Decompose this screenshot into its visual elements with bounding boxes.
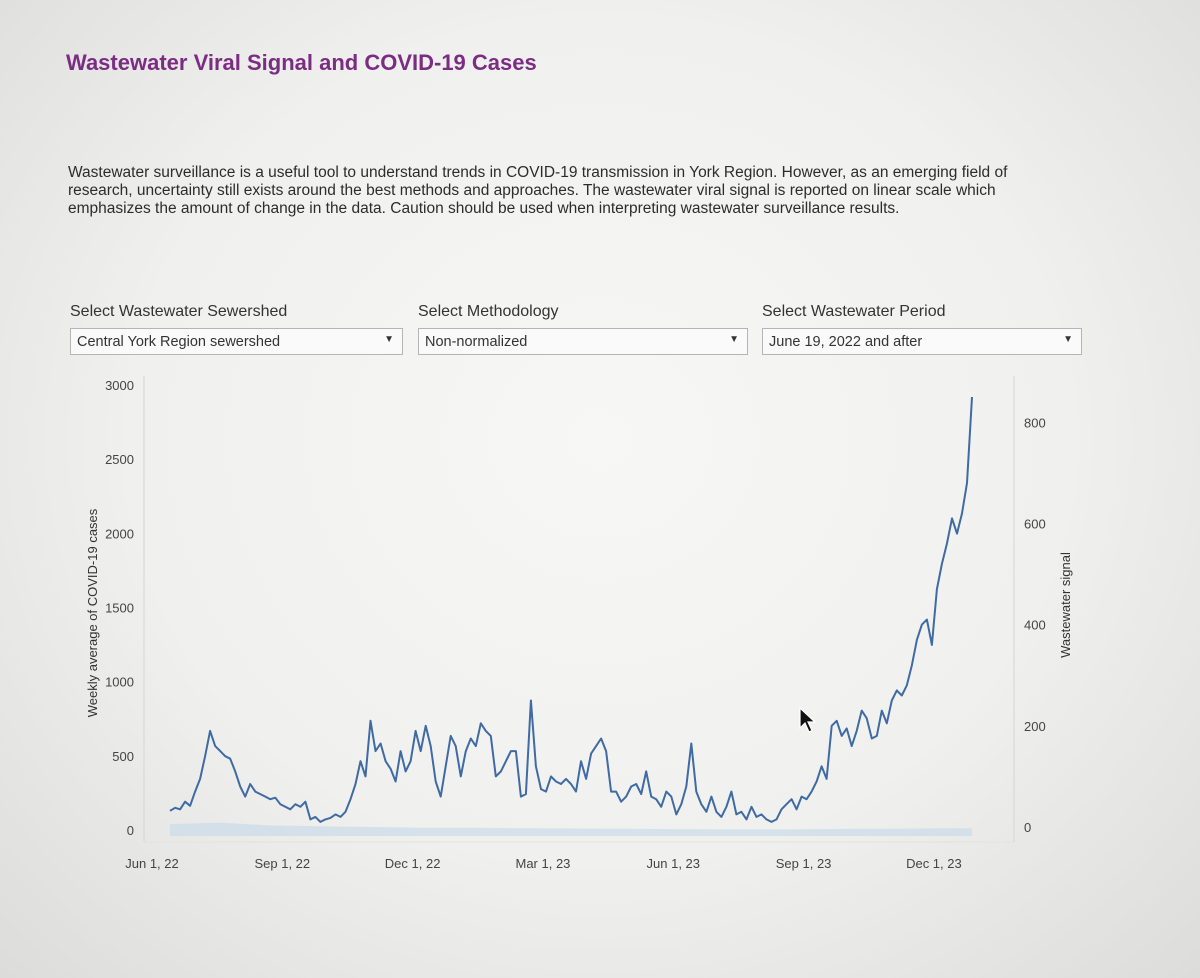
y-right-tick-label: 0 xyxy=(1024,820,1031,835)
methodology-label: Select Methodology xyxy=(418,303,559,320)
period-label: Select Wastewater Period xyxy=(762,303,946,320)
y-right-axis-title: Wastewater signal xyxy=(1058,552,1073,658)
dropdown-arrow-icon: ▼ xyxy=(384,334,394,345)
wastewater-signal-line xyxy=(169,396,973,823)
sewershed-value: Central York Region sewershed xyxy=(77,334,281,350)
y-left-axis-title: Weekly average of COVID-19 cases xyxy=(85,508,100,717)
x-tick-label: Jun 1, 23 xyxy=(647,856,701,871)
y-left-tick-label: 500 xyxy=(112,749,134,764)
sewershed-select[interactable]: Central York Region sewershed ▼ xyxy=(70,328,403,355)
y-left-tick-label: 1000 xyxy=(105,675,134,690)
y-left-tick-label: 0 xyxy=(127,823,134,838)
x-tick-label: Sep 1, 23 xyxy=(776,856,832,871)
y-left-tick-label: 2500 xyxy=(105,452,134,467)
dropdown-arrow-icon: ▼ xyxy=(729,334,739,345)
y-right-tick-label: 600 xyxy=(1024,516,1046,531)
x-tick-label: Jun 1, 22 xyxy=(125,856,179,871)
sewershed-label: Select Wastewater Sewershed xyxy=(70,303,288,320)
period-value: June 19, 2022 and after xyxy=(769,334,923,350)
cases-area xyxy=(170,822,972,836)
y-right-tick-label: 200 xyxy=(1024,719,1046,734)
y-right-tick-label: 800 xyxy=(1024,415,1046,430)
page-description: Wastewater surveillance is a useful tool… xyxy=(68,164,1008,217)
x-tick-label: Dec 1, 22 xyxy=(385,856,441,871)
x-tick-label: Sep 1, 22 xyxy=(254,856,310,871)
y-left-tick-label: 3000 xyxy=(105,378,134,393)
y-right-tick-label: 400 xyxy=(1024,618,1046,633)
x-tick-label: Dec 1, 23 xyxy=(906,856,962,871)
mouse-pointer-icon xyxy=(799,706,817,733)
period-select[interactable]: June 19, 2022 and after ▼ xyxy=(762,328,1082,355)
methodology-value: Non-normalized xyxy=(425,334,528,350)
page-title: Wastewater Viral Signal and COVID-19 Cas… xyxy=(66,50,537,75)
dropdown-arrow-icon: ▼ xyxy=(1063,334,1073,345)
x-tick-label: Mar 1, 23 xyxy=(515,856,570,871)
methodology-select[interactable]: Non-normalized ▼ xyxy=(418,328,748,355)
y-left-tick-label: 2000 xyxy=(105,526,134,541)
y-left-tick-label: 1500 xyxy=(105,601,134,616)
